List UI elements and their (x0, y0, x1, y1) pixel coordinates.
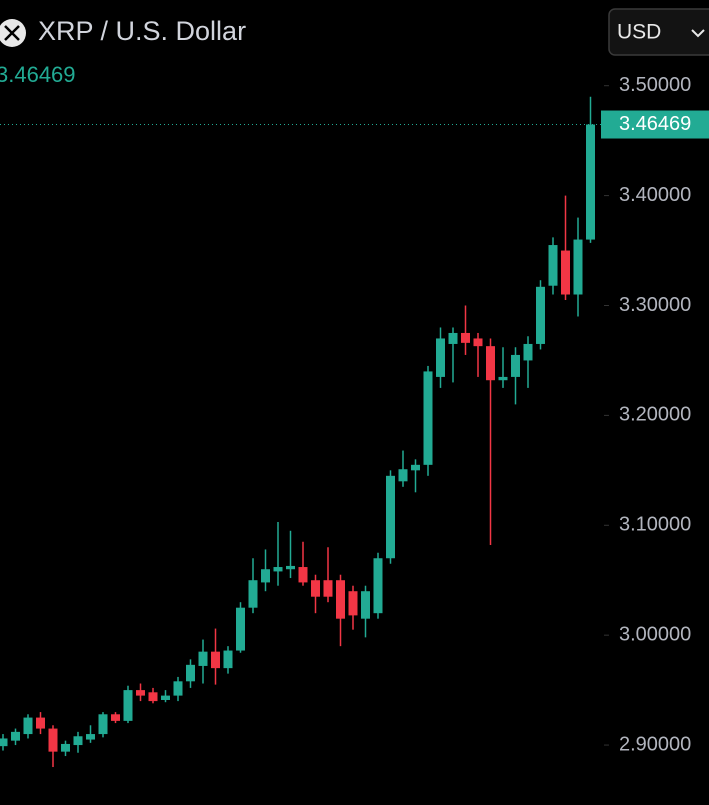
y-tick-label: 3.10000 (619, 514, 691, 536)
candle-body (261, 569, 270, 583)
candle-body (111, 714, 120, 721)
candle-body (136, 690, 145, 696)
candle-body (486, 346, 495, 381)
candle-body (273, 567, 283, 572)
candle-body (423, 371, 433, 465)
candle-body (373, 558, 383, 614)
candle-body (61, 743, 70, 752)
candle-body (286, 565, 295, 570)
logo-x (4, 25, 20, 41)
last-price-box (601, 110, 709, 139)
candle-body (248, 580, 258, 608)
candle-body (161, 695, 170, 700)
candle-body (73, 736, 83, 746)
candle-body (561, 250, 570, 295)
logo (0, 19, 26, 47)
candle-body (211, 651, 220, 669)
candle-body (298, 567, 308, 583)
candle-body (198, 651, 208, 666)
candle-body (586, 124, 595, 240)
candle-body (361, 591, 370, 619)
candle-body (536, 286, 545, 344)
candle-body (223, 650, 233, 669)
candle-body (0, 738, 8, 747)
y-tick-label: 3.00000 (619, 623, 691, 645)
candle-body (511, 354, 520, 377)
y-tick-label: 3.50000 (619, 74, 691, 96)
currency-button[interactable]: USD (608, 8, 709, 56)
chart-title: XRP / U.S. Dollar (38, 16, 246, 46)
candle-body (523, 343, 533, 361)
candle-body (336, 580, 345, 619)
candle-body (386, 475, 395, 559)
candle-body (323, 580, 333, 597)
candle-body (348, 591, 358, 616)
candle-body (98, 714, 108, 735)
candle-body (36, 717, 45, 729)
candle-body (311, 580, 320, 597)
candle-body (473, 338, 483, 347)
candle-body (236, 607, 245, 651)
candle-body (448, 332, 458, 344)
candle-body (11, 731, 20, 741)
y-tick-label: 2.90000 (619, 733, 691, 755)
candle-body (123, 690, 133, 721)
candle-body (436, 338, 445, 377)
candle-body (86, 734, 95, 740)
candle-body (48, 728, 58, 752)
candle-body (498, 376, 508, 381)
candle-body (173, 681, 183, 696)
candle-body (461, 332, 470, 343)
currency-box[interactable] (608, 8, 709, 56)
candle-body (398, 469, 408, 482)
y-tick-label: 3.20000 (619, 404, 691, 426)
candle-body (411, 464, 420, 471)
currency-label[interactable]: USD (617, 21, 661, 44)
chevron[interactable] (691, 29, 705, 38)
candle-body (186, 664, 195, 682)
y-tick-label: 3.40000 (619, 184, 691, 206)
price-readout: 3.46469 (0, 62, 76, 87)
candle-body (148, 692, 158, 702)
last-price-label: 3.46469 (619, 113, 691, 135)
candle-body (23, 717, 33, 735)
candle-body (573, 239, 583, 295)
y-tick-label: 3.30000 (619, 294, 691, 316)
candle-body (548, 245, 558, 286)
